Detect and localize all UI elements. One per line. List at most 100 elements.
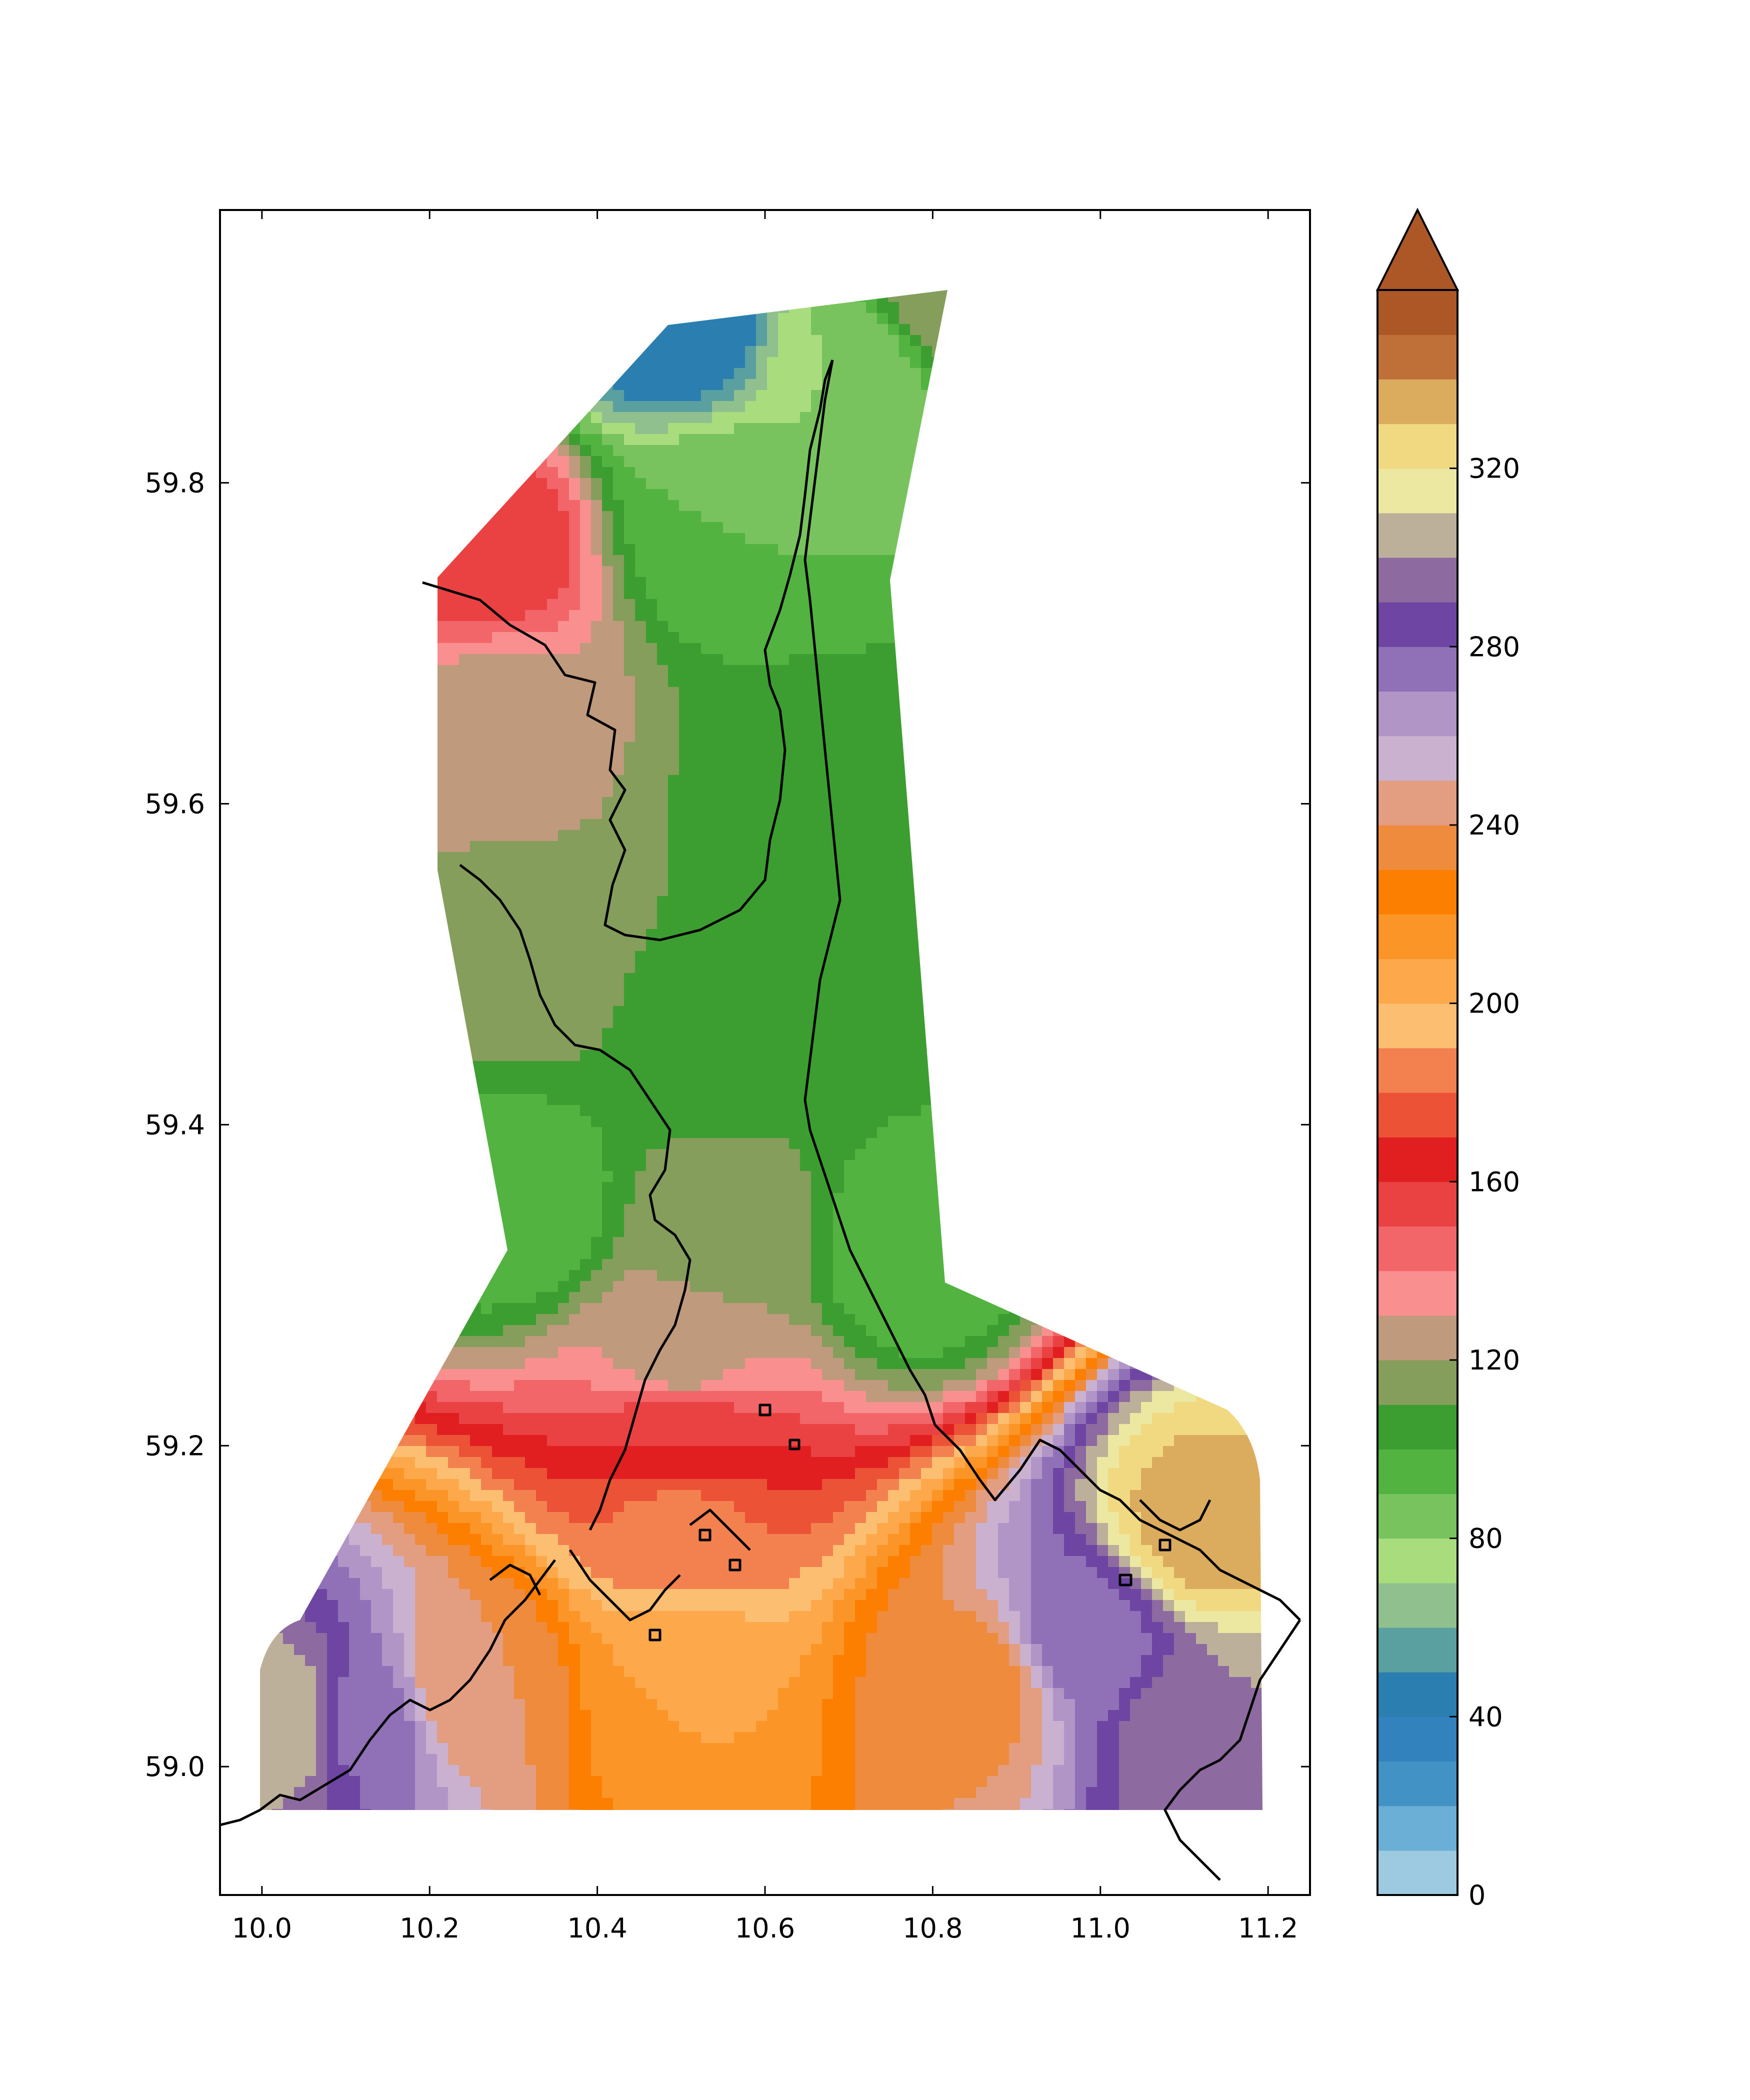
contour-cell (547, 390, 558, 402)
contour-cell (1075, 1402, 1086, 1414)
contour-cell (998, 1765, 1032, 1776)
contour-cell (1042, 1380, 1054, 1392)
contour-cell (415, 1655, 504, 1666)
contour-cell (558, 1655, 580, 1666)
contour-cell (283, 896, 658, 908)
contour-cell (305, 1424, 338, 1436)
contour-cell (624, 1666, 800, 1678)
y-axis: 59.059.259.459.659.8 (145, 468, 1310, 1782)
contour-cell (910, 1435, 932, 1446)
contour-cell (1108, 1545, 1120, 1556)
contour-cell (1130, 1259, 1142, 1270)
contour-cell (624, 742, 680, 754)
contour-cell (613, 1512, 746, 1524)
contour-cell (260, 511, 316, 522)
contour-cell (459, 291, 482, 302)
contour-cell (536, 1798, 570, 1810)
contour-cell (1207, 1237, 1230, 1248)
contour-cell (811, 1270, 834, 1282)
contour-cell (404, 1270, 570, 1282)
contour-cell (382, 1402, 426, 1414)
contour-cell (822, 346, 900, 358)
contour-cell (1108, 1204, 1130, 1216)
contour-cell (1163, 1666, 1230, 1678)
contour-cell (1152, 1391, 1196, 1402)
contour-cell (1163, 1292, 1174, 1304)
contour-cell (1031, 1413, 1042, 1424)
contour-cell (404, 1380, 470, 1392)
contour-cell (503, 1325, 548, 1336)
contour-cell (1097, 1105, 1130, 1116)
contour-cell (591, 511, 602, 522)
contour-cell (767, 324, 778, 336)
contour-cell (1108, 1413, 1130, 1424)
contour-cell (338, 1732, 416, 1744)
contour-cell (547, 412, 558, 424)
contour-cell (470, 1380, 514, 1392)
contour-cell (789, 1578, 834, 1590)
contour-cell (404, 1501, 438, 1512)
contour-cell (613, 1655, 800, 1666)
contour-cell (602, 1138, 668, 1150)
contour-cell (1207, 1204, 1230, 1216)
contour-cell (569, 434, 580, 446)
contour-cell (602, 456, 624, 468)
contour-cell (778, 346, 822, 358)
contour-cell (613, 1644, 812, 1656)
contour-cell (371, 1556, 404, 1568)
contour-cell (547, 423, 558, 434)
contour-cell (1031, 1347, 1042, 1358)
contour-cell (1185, 951, 1252, 962)
contour-cell (1009, 1479, 1020, 1490)
contour-cell (415, 1688, 426, 1700)
contour-cell (371, 290, 416, 292)
contour-cell (1064, 1369, 1076, 1380)
contour-cell (778, 1688, 834, 1700)
contour-cell (1053, 1435, 1064, 1446)
contour-cell (954, 1424, 976, 1436)
contour-cell (569, 1776, 602, 1788)
contour-cell (624, 632, 646, 644)
contour-cell (1053, 1501, 1064, 1512)
contour-cell (602, 1787, 812, 1798)
contour-cell (1130, 742, 1262, 754)
contour-cell (877, 313, 888, 324)
contour-cell (921, 379, 944, 390)
contour-cell (1130, 1578, 1142, 1590)
colorbar-segment (1378, 1538, 1458, 1584)
contour-cell (877, 1578, 900, 1590)
contour-cell (1042, 1369, 1054, 1380)
contour-cell (305, 1380, 338, 1392)
contour-cell (360, 1589, 394, 1600)
contour-cell (745, 357, 756, 368)
contour-cell (1185, 1336, 1208, 1348)
contour-cell (415, 1765, 438, 1776)
contour-cell (393, 1446, 426, 1458)
contour-cell (1141, 1688, 1262, 1700)
contour-cell (1042, 1468, 1054, 1480)
contour-cell (1020, 1149, 1064, 1160)
contour-cell (613, 1578, 790, 1590)
contour-cell (591, 1270, 624, 1282)
contour-cell (635, 731, 680, 742)
contour-cell (261, 1171, 306, 1182)
contour-cell (1031, 1303, 1054, 1314)
contour-cell (767, 1710, 822, 1722)
contour-cell (1273, 1303, 1292, 1314)
contour-cell (602, 1204, 624, 1216)
contour-cell (1009, 1578, 1032, 1590)
contour-cell (668, 885, 1020, 896)
contour-cell (382, 1358, 438, 1370)
contour-cell (1119, 1424, 1142, 1436)
contour-cell (338, 1336, 372, 1348)
contour-cell (1152, 1292, 1164, 1304)
contour-cell (1064, 1413, 1076, 1424)
contour-cell (1130, 907, 1218, 918)
contour-cell (943, 1567, 976, 1578)
contour-cell (1031, 1479, 1054, 1490)
contour-cell (1251, 1281, 1262, 1292)
contour-cell (283, 1270, 316, 1282)
contour-cell (1020, 1314, 1042, 1326)
contour-cell (1229, 1248, 1262, 1260)
contour-cell (547, 478, 570, 490)
